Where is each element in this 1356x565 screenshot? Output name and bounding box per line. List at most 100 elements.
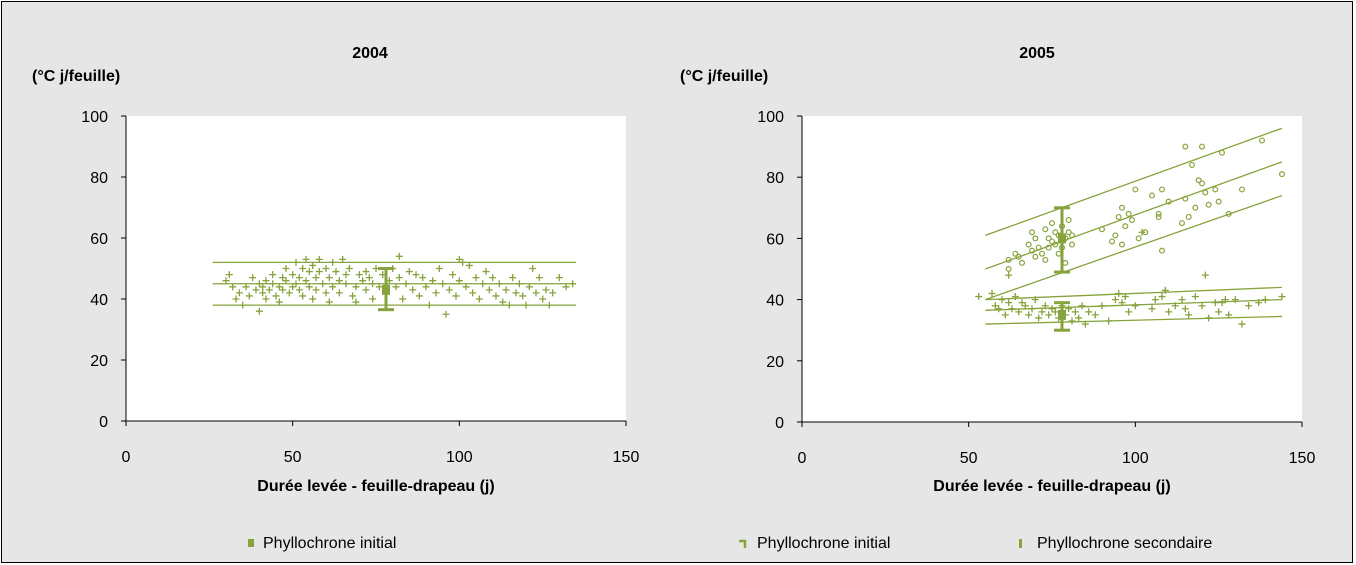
data-point-plus	[309, 261, 317, 269]
data-point-circle	[1158, 186, 1165, 193]
data-point-plus	[255, 307, 263, 315]
data-point-plus	[229, 283, 237, 291]
data-point-plus	[1028, 305, 1036, 313]
data-point-plus	[272, 292, 280, 300]
data-point-plus	[249, 274, 257, 282]
data-point-plus	[449, 271, 457, 279]
data-point-circle	[1155, 210, 1162, 217]
data-point-plus	[292, 258, 300, 266]
data-point-plus	[259, 283, 267, 291]
legend-label-initial: Phyllochrone initial	[263, 535, 396, 552]
data-point-circle	[1048, 238, 1055, 245]
data-point-plus	[1005, 299, 1013, 307]
data-point-circle	[1118, 241, 1125, 248]
data-point-plus	[1225, 311, 1233, 319]
data-point-plus	[289, 283, 297, 291]
data-point-plus	[1115, 289, 1123, 297]
data-point-plus	[1211, 299, 1219, 307]
data-point-plus	[442, 310, 450, 318]
data-point-plus	[562, 283, 570, 291]
data-point-plus	[452, 292, 460, 300]
data-point-plus	[1078, 302, 1086, 310]
data-point-plus	[1075, 314, 1083, 322]
legend: Phyllochrone initial Phyllochrone second…	[739, 535, 1212, 552]
data-point-plus	[995, 305, 1003, 313]
data-point-plus	[415, 292, 423, 300]
data-point-plus	[435, 265, 443, 272]
data-point-circle	[1258, 137, 1265, 144]
data-point-plus	[312, 274, 320, 282]
data-point-circle	[1155, 213, 1162, 220]
data-point-plus	[1181, 305, 1189, 313]
data-point-plus	[325, 298, 333, 306]
data-point-plus	[295, 286, 303, 294]
data-point-plus	[265, 286, 273, 294]
data-point-circle	[1048, 220, 1055, 227]
x-tick-label: 50	[960, 450, 978, 467]
data-point-plus	[245, 292, 253, 300]
data-point-plus	[262, 295, 270, 303]
fit-line	[985, 315, 1283, 325]
data-point-plus	[1011, 293, 1019, 301]
data-point-plus	[1001, 311, 1009, 319]
data-point-circle	[1182, 143, 1189, 150]
data-point-plus	[259, 289, 267, 297]
mean-marker	[1058, 233, 1066, 244]
data-point-plus	[355, 271, 363, 279]
data-point-plus	[475, 295, 483, 303]
data-point-plus	[525, 283, 533, 291]
legend-marker-initial	[248, 539, 254, 547]
data-point-plus	[532, 289, 540, 297]
data-point-circle	[1005, 256, 1012, 263]
data-point-plus	[425, 301, 433, 309]
data-point-circle	[1042, 256, 1049, 263]
data-point-circle	[1005, 266, 1012, 273]
data-point-circle	[1218, 149, 1225, 156]
data-point-plus	[522, 301, 530, 309]
data-point-plus	[342, 271, 350, 279]
data-point-circle	[1278, 171, 1285, 178]
data-point-plus	[289, 271, 297, 279]
data-point-plus	[1148, 305, 1156, 313]
data-point-plus	[549, 289, 557, 297]
data-point-plus	[325, 274, 333, 282]
data-point-circle	[1042, 226, 1049, 233]
data-point-plus	[315, 268, 323, 276]
data-point-plus	[1031, 296, 1039, 304]
plot-content	[975, 127, 1286, 332]
plot-area	[802, 116, 1302, 422]
data-point-plus	[312, 286, 320, 294]
data-point-plus	[329, 283, 337, 291]
data-point-plus	[345, 265, 353, 272]
x-tick-label: 100	[446, 449, 473, 466]
data-point-plus	[465, 261, 473, 269]
data-point-plus	[1025, 311, 1033, 319]
legend-label-initial: Phyllochrone initial	[757, 535, 890, 552]
data-point-plus	[402, 280, 410, 288]
data-point-plus	[1068, 317, 1076, 325]
data-point-plus	[1125, 308, 1133, 316]
data-point-plus	[1105, 317, 1113, 325]
data-point-plus	[1201, 271, 1209, 279]
y-tick-label: 80	[766, 170, 784, 187]
data-point-plus	[225, 271, 233, 279]
x-tick-label: 150	[1289, 450, 1316, 467]
chart-2005: 2005 (°C j/feuille) 0 20 40 60 80 100 0 50 100 15…	[680, 45, 1315, 552]
data-point-plus	[352, 283, 360, 291]
data-point-plus	[1245, 302, 1253, 310]
data-point-plus	[1231, 296, 1239, 304]
data-point-plus	[335, 277, 343, 285]
x-tick-label: 150	[613, 449, 640, 466]
data-point-plus	[1221, 296, 1229, 304]
data-point-plus	[349, 292, 357, 300]
data-point-plus	[479, 280, 487, 288]
data-point-circle	[1165, 198, 1172, 205]
data-point-plus	[1151, 296, 1159, 304]
data-point-plus	[545, 301, 553, 309]
data-point-plus	[1085, 308, 1093, 316]
data-point-circle	[1132, 186, 1139, 193]
data-point-circle	[1028, 229, 1035, 236]
data-point-circle	[1032, 235, 1039, 242]
data-point-plus	[255, 280, 263, 288]
